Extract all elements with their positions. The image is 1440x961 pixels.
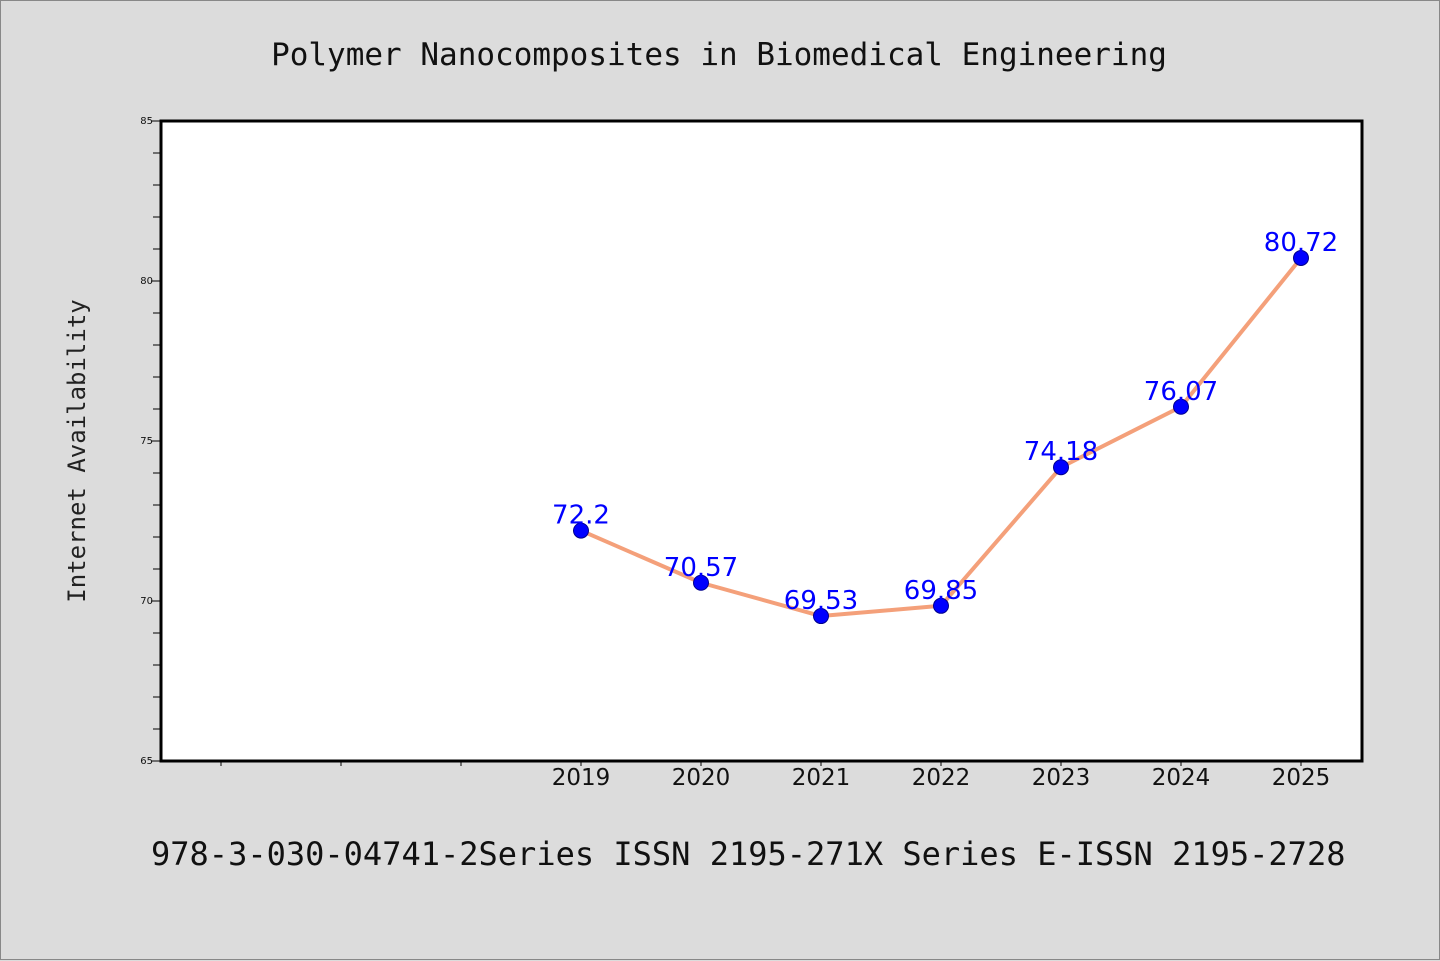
y-tick-label: 65 — [140, 756, 153, 767]
data-point — [573, 522, 589, 539]
series-layer — [573, 249, 1309, 625]
data-label: 69.85 — [904, 576, 978, 606]
y-tick-label: 85 — [140, 116, 153, 127]
data-point — [813, 608, 829, 625]
data-point — [693, 574, 709, 591]
data-point — [1173, 398, 1189, 415]
plot-area — [161, 121, 1362, 761]
x-tick-label: 2021 — [792, 765, 851, 791]
data-label: 74.18 — [1024, 437, 1098, 467]
y-axis-label: Internet Availability — [63, 299, 91, 602]
x-tick-label: 2024 — [1152, 765, 1211, 791]
x-tick-label: 2019 — [552, 765, 611, 791]
x-tick-label: 2023 — [1032, 765, 1091, 791]
ticks-layer: 65 70 75 80 85 2019 2020 2021 2022 2023 2024 2025 — [140, 116, 1330, 791]
x-tick-label: 2020 — [672, 765, 731, 791]
data-labels-layer: 72.2 70.57 69.53 69.85 74.18 76.07 80.72 — [552, 228, 1338, 616]
data-label: 69.53 — [784, 586, 858, 616]
data-point — [1053, 459, 1069, 476]
data-label: 76.07 — [1144, 377, 1218, 407]
x-tick-label: 2022 — [912, 765, 971, 791]
data-label: 70.57 — [664, 553, 738, 583]
y-tick-label: 70 — [140, 596, 153, 607]
data-label: 80.72 — [1264, 228, 1338, 258]
y-tick-label: 80 — [140, 276, 153, 287]
x-tick-label: 2025 — [1272, 765, 1331, 791]
data-label: 72.2 — [552, 501, 610, 531]
data-point — [1293, 249, 1309, 266]
data-point — [933, 597, 949, 614]
y-tick-label: 75 — [140, 436, 153, 447]
chart-title: Polymer Nanocomposites in Biomedical Eng… — [271, 37, 1167, 73]
plot-border — [159, 119, 1364, 763]
footer-isbn-issn: 978-3-030-04741-2Series ISSN 2195-271X S… — [151, 835, 1345, 873]
